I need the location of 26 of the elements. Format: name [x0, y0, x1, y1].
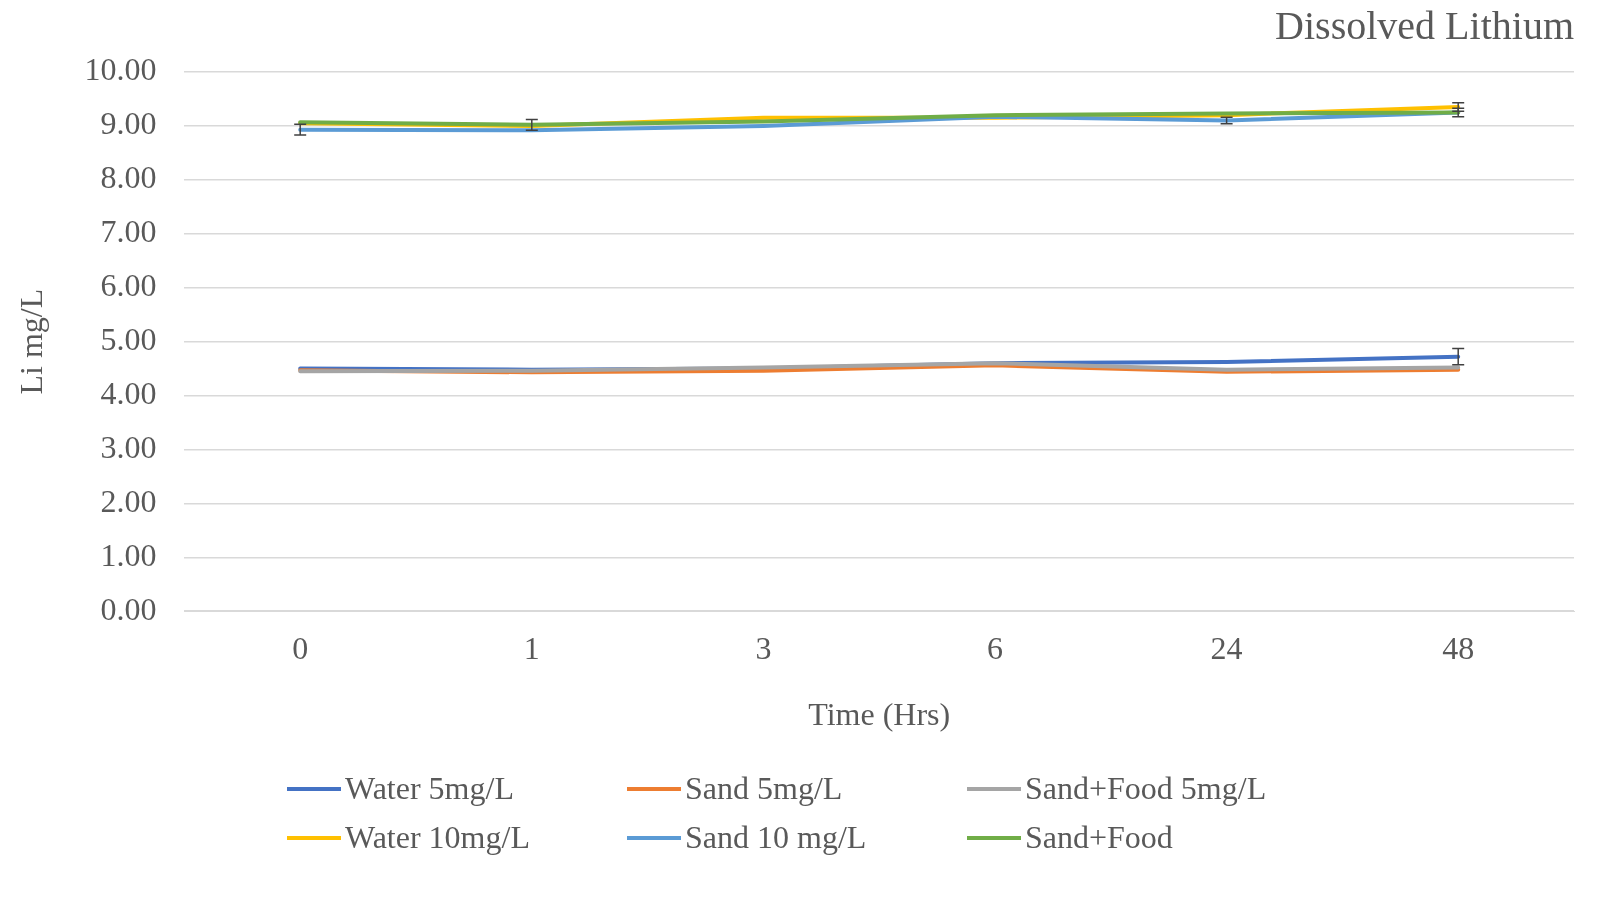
chart-title: Dissolved Lithium — [1275, 2, 1574, 48]
y-tick-label: 0.00 — [100, 590, 157, 627]
y-axis-title: Li mg/L — [12, 288, 49, 395]
legend-label: Water 5mg/L — [345, 770, 514, 807]
legend-label: Water 10mg/L — [345, 819, 530, 856]
y-tick-label: 5.00 — [100, 321, 157, 358]
legend-label: Sand+Food 5mg/L — [1025, 770, 1267, 807]
y-tick-label: 3.00 — [100, 428, 157, 465]
legend-label: Sand 5mg/L — [685, 770, 843, 807]
y-tick-label: 10.00 — [84, 51, 157, 88]
legend-label: Sand 10 mg/L — [685, 819, 867, 856]
y-tick-label: 2.00 — [100, 482, 157, 519]
x-tick-label: 6 — [987, 629, 1003, 666]
y-tick-label: 1.00 — [100, 536, 157, 573]
y-tick-label: 9.00 — [100, 105, 157, 142]
y-tick-label: 4.00 — [100, 374, 157, 411]
x-tick-label: 0 — [292, 629, 309, 666]
x-tick-label: 48 — [1442, 629, 1475, 666]
x-tick-label: 24 — [1210, 629, 1243, 666]
legend-label: Sand+Food — [1025, 819, 1173, 856]
x-axis-title: Time (Hrs) — [808, 696, 951, 733]
x-tick-label: 1 — [523, 629, 540, 666]
y-tick-label: 8.00 — [100, 159, 157, 196]
x-tick-label: 3 — [755, 629, 772, 666]
y-tick-label: 7.00 — [100, 213, 157, 250]
y-tick-label: 6.00 — [100, 267, 157, 304]
